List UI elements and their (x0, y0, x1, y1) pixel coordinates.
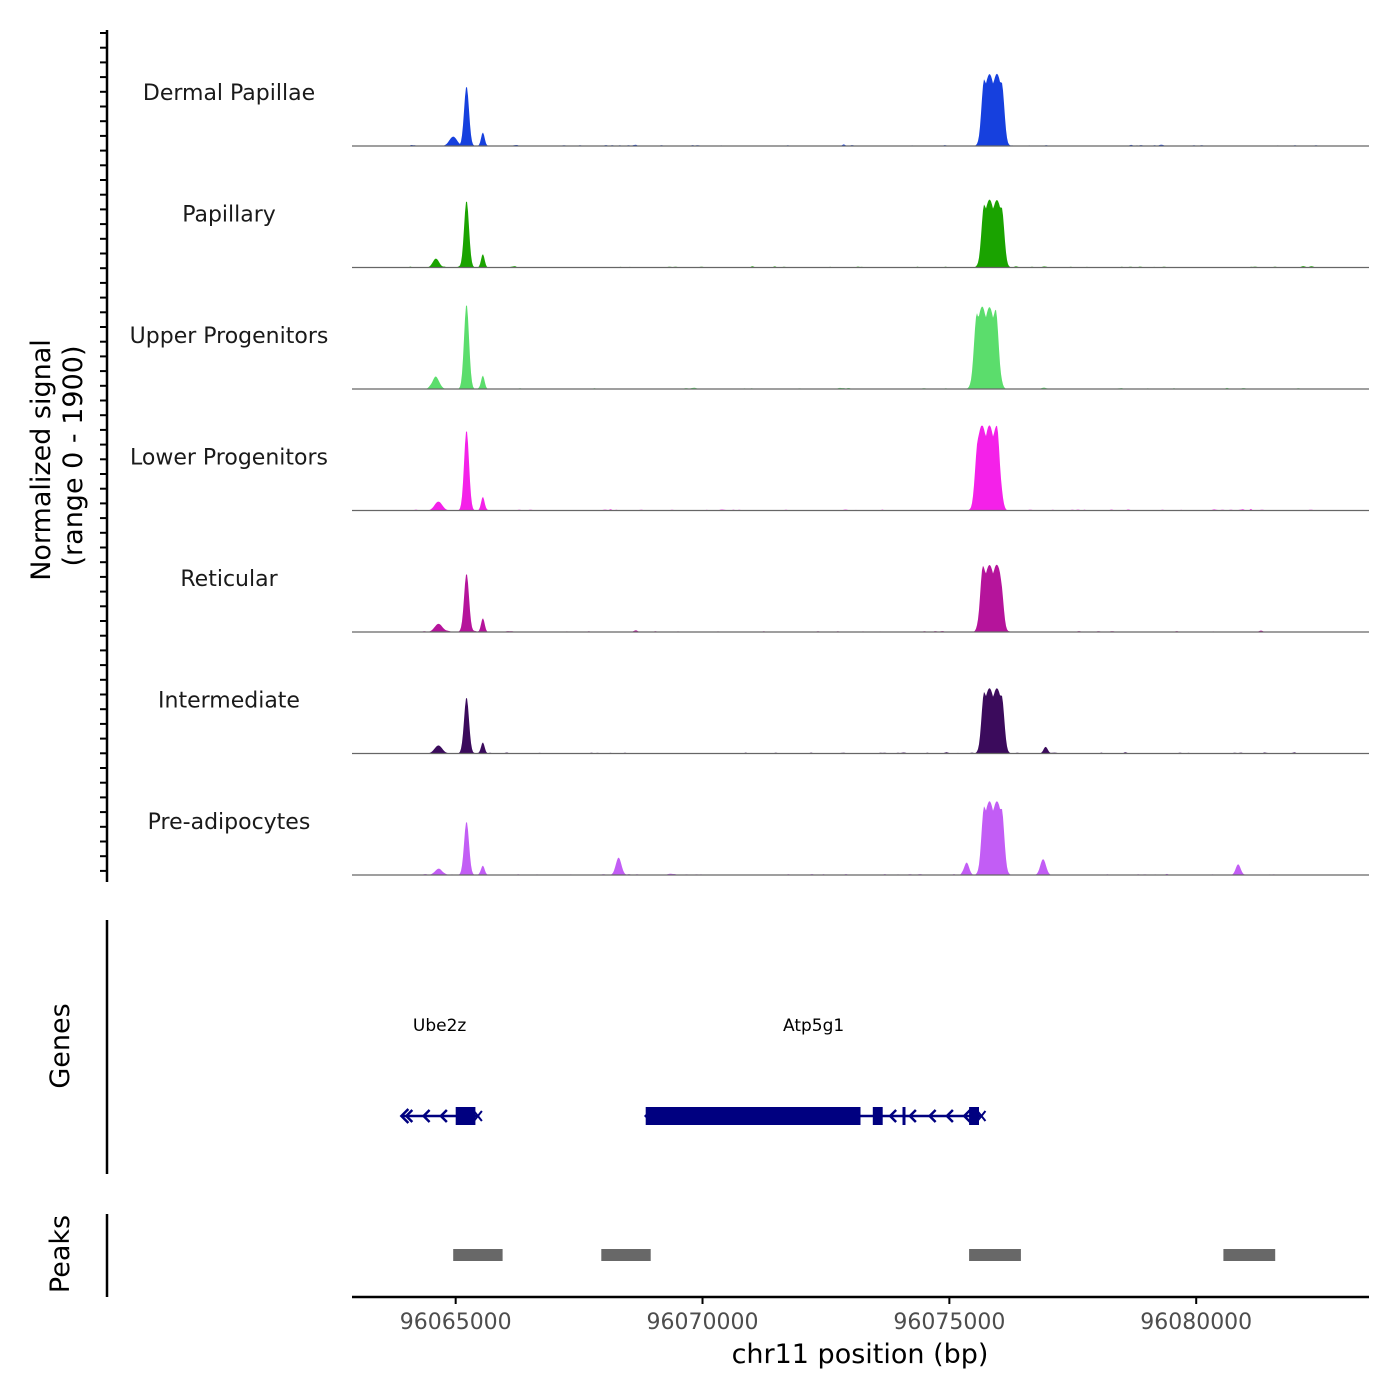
gene-ube2z: Ube2z (399, 1016, 483, 1125)
track-reticular: Reticular (180, 564, 1369, 633)
coverage-tracks: Dermal Papillae Papillary Upper Progenitor… (130, 73, 1369, 876)
track-label: Upper Progenitors (130, 324, 329, 349)
x-tick-label: 96070000 (647, 1310, 759, 1335)
signal-area (352, 801, 1369, 875)
strand-arrow (421, 1109, 431, 1123)
strand-arrow (945, 1109, 954, 1123)
x-axis-label: chr11 position (bp) (732, 1339, 989, 1370)
track-papillary: Papillary (182, 199, 1369, 269)
strand-arrow (399, 1108, 410, 1124)
strand-arrow (927, 1109, 937, 1123)
gene-exon (455, 1107, 476, 1125)
track-label: Lower Progenitors (130, 446, 328, 471)
signal-area (352, 688, 1369, 754)
strand-arrow (439, 1109, 448, 1123)
x-axis-ticks: 96065000 96070000 96075000 96080000 (400, 1297, 1252, 1335)
track-label: Intermediate (158, 689, 300, 714)
strand-arrow (888, 1109, 898, 1123)
track-label: Papillary (182, 203, 276, 228)
coverage-y-axis (100, 30, 109, 882)
track-dermal-papillae: Dermal Papillae (143, 73, 1369, 147)
track-label: Pre-adipocytes (148, 810, 311, 835)
y-axis-label-line2: (range 0 - 1900) (58, 346, 89, 567)
peak-regions (453, 1249, 1276, 1261)
track-pre-adipocytes: Pre-adipocytes (148, 801, 1369, 876)
peak-region (601, 1249, 651, 1261)
signal-area (352, 564, 1369, 632)
peak-region (969, 1249, 1021, 1261)
strand-arrow (908, 1109, 917, 1123)
peaks-panel-label: Peaks (45, 1215, 76, 1293)
track-label: Dermal Papillae (143, 81, 315, 106)
signal-area (352, 73, 1369, 146)
gene-exon (902, 1107, 906, 1125)
genes-panel-label: Genes (45, 1003, 76, 1088)
gene-exon (969, 1107, 979, 1125)
gene-label: Ube2z (413, 1016, 467, 1036)
signal-area (352, 199, 1369, 268)
y-axis-label-line1: Normalized signal (26, 339, 57, 581)
gene-annotations: Ube2z Atp5g1 (399, 1016, 987, 1125)
x-tick-label: 96075000 (893, 1310, 1005, 1335)
x-tick-label: 96065000 (400, 1310, 512, 1335)
gene-atp5g1: Atp5g1 (643, 1016, 987, 1125)
track-label: Reticular (180, 567, 278, 592)
gene-label: Atp5g1 (783, 1016, 844, 1036)
peak-region (453, 1249, 503, 1261)
peak-region (1223, 1249, 1276, 1261)
gene-end-mark (976, 1110, 987, 1122)
signal-area (352, 305, 1369, 389)
gene-end-mark (473, 1110, 483, 1122)
track-lower-progenitors: Lower Progenitors (130, 425, 1369, 512)
track-intermediate: Intermediate (158, 688, 1369, 755)
x-tick-label: 96080000 (1140, 1310, 1252, 1335)
signal-area (352, 425, 1369, 511)
track-upper-progenitors: Upper Progenitors (130, 305, 1369, 390)
strand-arrow (404, 1109, 414, 1123)
strand-arrow (962, 1109, 972, 1123)
gene-exon (872, 1107, 883, 1125)
gene-exon (645, 1107, 861, 1125)
